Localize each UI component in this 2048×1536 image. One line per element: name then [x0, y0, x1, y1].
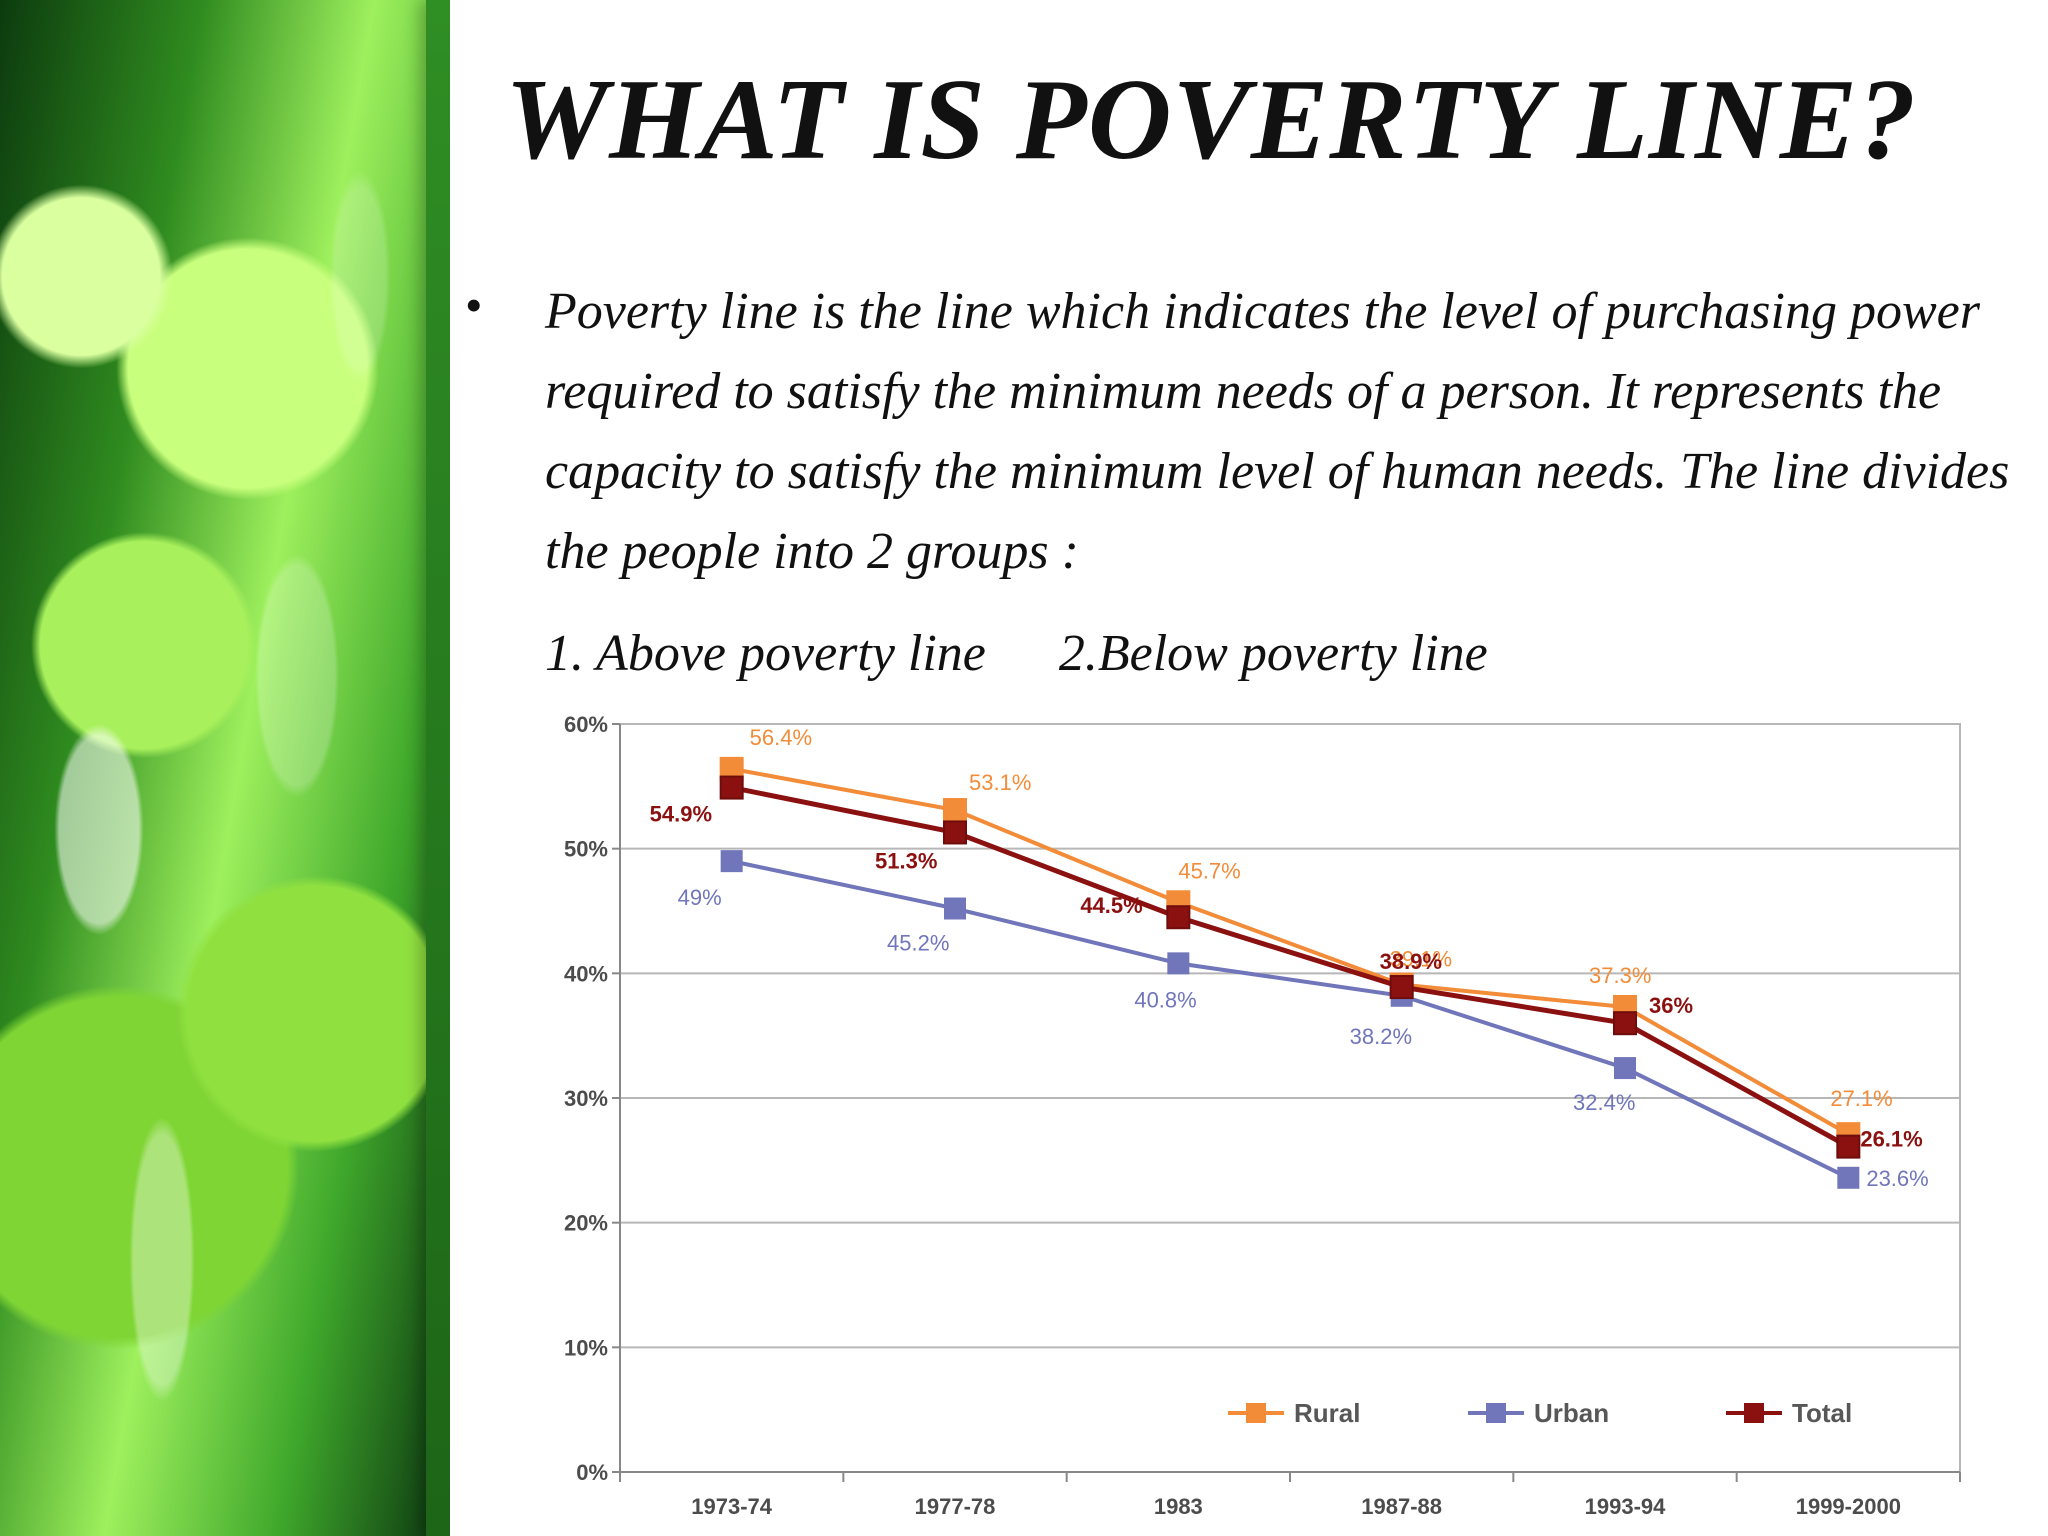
- rural-data-label-4: 37.3%: [1589, 963, 1651, 988]
- total-point-3: [1389, 975, 1414, 1000]
- rural-data-label-1: 53.1%: [969, 770, 1031, 795]
- y-axis-tick-label-3: 30%: [564, 1086, 608, 1111]
- rural-series-line: [729, 766, 1851, 1137]
- x-axis-tick-label-4: 1993-94: [1585, 1494, 1667, 1519]
- rural-data-label-0: 56.4%: [750, 725, 812, 750]
- total-point-5: [1836, 1134, 1861, 1159]
- urban-data-label-5: 23.6%: [1866, 1166, 1928, 1191]
- urban-data-label-1: 45.2%: [887, 931, 949, 956]
- x-axis-tick-label-0: 1973-74: [691, 1494, 773, 1519]
- bullet-symbol: •: [465, 277, 483, 333]
- rural-point-1: [943, 798, 967, 823]
- y-axis-tick-label-1: 10%: [564, 1335, 608, 1360]
- y-axis-tick-label-6: 60%: [564, 712, 608, 737]
- total-legend-label: Total: [1792, 1398, 1852, 1428]
- total-point-0: [719, 775, 744, 800]
- y-axis-tick-label-4: 40%: [564, 961, 608, 986]
- poverty-chart-container: 0% 10% 20% 30% 40% 50% 60% 1973-74 1977-78 1983 19…: [500, 700, 1980, 1536]
- urban-point-2: [1167, 952, 1190, 975]
- x-axis-tick-label-1: 1977-78: [915, 1494, 996, 1519]
- urban-legend-marker: [1486, 1403, 1506, 1423]
- y-axis-tick-label-2: 20%: [564, 1211, 608, 1236]
- group-above-poverty-line: 1. Above poverty line: [545, 625, 986, 682]
- left-decorative-panel: [0, 0, 450, 1536]
- total-data-label-5: 26.1%: [1860, 1127, 1922, 1152]
- total-point-4: [1613, 1011, 1637, 1036]
- urban-point-4: [1614, 1057, 1636, 1080]
- x-axis-tick-label-2: 1983: [1154, 1494, 1203, 1519]
- poverty-groups: 1. Above poverty line 2.Below poverty li…: [545, 614, 1845, 694]
- x-axis-tick-label-5: 1999-2000: [1796, 1494, 1901, 1519]
- rural-data-label-5: 27.1%: [1830, 1086, 1892, 1111]
- slide-title: WHAT IS POVERTY LINE?: [505, 56, 1918, 184]
- total-series-line: [729, 785, 1851, 1150]
- total-data-label-4: 36%: [1649, 993, 1693, 1018]
- urban-data-label-4: 32.4%: [1573, 1090, 1635, 1115]
- urban-data-label-2: 40.8%: [1134, 987, 1196, 1012]
- group-below-poverty-line: 2.Below poverty line: [1058, 625, 1488, 682]
- poverty-line-chart: 0% 10% 20% 30% 40% 50% 60% 1973-74 1977-78 1983 19…: [564, 712, 1961, 1519]
- urban-point-0: [720, 850, 743, 873]
- urban-series-line: [729, 859, 1851, 1180]
- urban-point-1: [944, 897, 966, 920]
- y-axis-tick-label-5: 50%: [564, 837, 608, 862]
- urban-point-5: [1837, 1166, 1860, 1189]
- total-legend-marker: [1744, 1403, 1764, 1423]
- rural-legend-marker: [1246, 1403, 1266, 1423]
- rural-data-label-3: 39.1%: [1390, 947, 1452, 972]
- rural-legend-label: Rural: [1294, 1398, 1360, 1428]
- x-axis-tick-label-3: 1987-88: [1361, 1494, 1442, 1519]
- definition-paragraph: Poverty line is the line which indicates…: [545, 283, 2010, 580]
- urban-data-label-3: 38.2%: [1350, 1024, 1412, 1049]
- urban-legend-label: Urban: [1534, 1398, 1609, 1428]
- total-data-label-0: 54.9%: [650, 802, 712, 827]
- total-data-label-3: 38.9%: [1380, 949, 1442, 974]
- total-point-2: [1166, 905, 1191, 930]
- y-axis-tick-label-0: 0%: [576, 1460, 608, 1485]
- rural-data-label-2: 45.7%: [1178, 858, 1240, 883]
- total-data-label-2: 44.5%: [1080, 893, 1142, 918]
- urban-data-label-0: 49%: [678, 885, 722, 910]
- total-data-label-1: 51.3%: [875, 848, 937, 873]
- total-point-1: [943, 820, 967, 845]
